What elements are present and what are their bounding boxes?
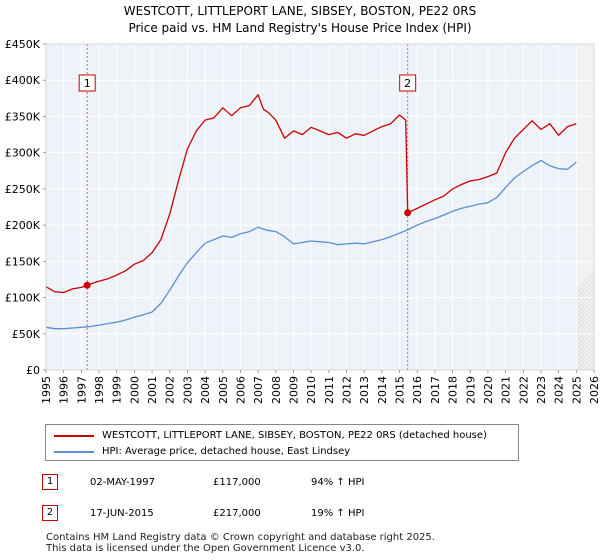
x-tick-label: 2005 <box>217 376 230 404</box>
x-tick-label: 2011 <box>323 376 336 404</box>
x-tick-label: 2003 <box>181 376 194 404</box>
plot-background <box>46 44 594 370</box>
x-tick-label: 2021 <box>500 376 513 404</box>
footer: Contains HM Land Registry data © Crown c… <box>46 532 435 554</box>
legend: WESTCOTT, LITTLEPORT LANE, SIBSEY, BOSTO… <box>45 424 519 461</box>
y-tick-label: £50K <box>12 328 41 341</box>
x-tick-label: 1998 <box>93 376 106 404</box>
series-layer <box>45 94 577 330</box>
annotation-number: 1 <box>42 474 58 490</box>
x-tick-label: 2006 <box>234 376 247 404</box>
legend-swatch-property <box>54 435 94 437</box>
sale-marker <box>404 209 412 217</box>
annotation-hpi: 94% ↑ HPI <box>311 477 365 488</box>
future-shade-layer <box>46 44 600 370</box>
sale-label: 2 <box>399 74 417 92</box>
x-tick-label: 2020 <box>482 376 495 404</box>
y-tick-label: £300K <box>5 147 41 160</box>
footer-licence: This data is licensed under the Open Gov… <box>46 543 365 554</box>
x-tick-label: 2017 <box>429 376 442 404</box>
sale-label: 1 <box>78 74 96 92</box>
x-tick-label: 2015 <box>394 376 407 404</box>
plot-frame <box>45 43 595 371</box>
x-tick-label: 2019 <box>464 376 477 404</box>
x-tick-label: 2012 <box>341 376 354 404</box>
x-tick-label: 2010 <box>305 376 318 404</box>
annotation-price: £217,000 <box>213 508 261 519</box>
x-tick-label: 2007 <box>252 376 265 404</box>
grid-layer <box>45 43 595 371</box>
series-line-property <box>45 94 577 294</box>
x-tick-label: 2004 <box>199 376 212 404</box>
hatch-line <box>576 303 594 323</box>
chart-title-block: WESTCOTT, LITTLEPORT LANE, SIBSEY, BOSTO… <box>0 3 600 37</box>
x-tick-label: 2013 <box>358 376 371 404</box>
axis-layer: £0 £50K £100K £150K £200K £250K £300K £350K £400… <box>5 38 600 404</box>
hatch-line <box>596 44 600 370</box>
y-tick-label: £0 <box>26 364 40 377</box>
y-tick-label: £350K <box>5 110 41 123</box>
x-tick-label: 2022 <box>517 376 530 404</box>
x-tick-label: 1996 <box>58 376 71 404</box>
sale-marker-layer <box>83 209 412 289</box>
x-tick-label: 2002 <box>164 376 177 404</box>
annotation-date: 02-MAY-1997 <box>90 477 156 488</box>
sale-label-text: 2 <box>404 77 411 90</box>
annotation-row: 2 17-JUN-2015 £217,000 19% ↑ HPI <box>0 504 600 524</box>
hatch-line <box>576 307 594 327</box>
chart-subtitle: Price paid vs. HM Land Registry's House … <box>128 21 472 35</box>
legend-label-property: WESTCOTT, LITTLEPORT LANE, SIBSEY, BOSTO… <box>102 430 487 441</box>
y-tick-label: £100K <box>5 292 41 305</box>
x-tick-label: 2026 <box>588 376 600 404</box>
y-tick-label: £250K <box>5 183 41 196</box>
hatch-line <box>576 311 594 331</box>
chart-title: WESTCOTT, LITTLEPORT LANE, SIBSEY, BOSTO… <box>123 4 477 18</box>
y-tick-label: £150K <box>5 255 41 268</box>
sale-label-box <box>78 74 96 92</box>
footer-copyright: Contains HM Land Registry data © Crown c… <box>46 532 435 543</box>
series-line-hpi <box>45 159 577 330</box>
sale-label-box <box>399 74 417 92</box>
x-tick-label: 2009 <box>287 376 300 404</box>
x-tick-label: 1997 <box>75 376 88 404</box>
y-tick-label: £400K <box>5 74 41 87</box>
x-tick-label: 2018 <box>447 376 460 404</box>
x-tick-label: 2014 <box>376 376 389 404</box>
annotation-price: £117,000 <box>213 477 261 488</box>
x-tick-label: 1999 <box>111 376 124 404</box>
annotation-hpi: 19% ↑ HPI <box>311 508 365 519</box>
annotation-row: 1 02-MAY-1997 £117,000 94% ↑ HPI <box>0 473 600 493</box>
x-tick-label: 2000 <box>128 376 141 404</box>
x-tick-label: 2008 <box>270 376 283 404</box>
y-tick-label: £450K <box>5 38 41 51</box>
legend-label-hpi: HPI: Average price, detached house, East… <box>102 446 351 457</box>
x-tick-label: 1995 <box>40 376 53 404</box>
hatch-line <box>576 299 594 319</box>
x-tick-label: 2025 <box>570 376 583 404</box>
annotation-date: 17-JUN-2015 <box>90 508 154 519</box>
sale-marker <box>83 281 91 289</box>
y-tick-label: £200K <box>5 219 41 232</box>
annotation-number: 2 <box>42 505 58 521</box>
sale-label-text: 1 <box>84 77 91 90</box>
x-tick-label: 2016 <box>411 376 424 404</box>
x-tick-label: 2024 <box>553 376 566 404</box>
legend-swatch-hpi <box>54 451 94 453</box>
x-tick-label: 2001 <box>146 376 159 404</box>
x-tick-label: 2023 <box>535 376 548 404</box>
